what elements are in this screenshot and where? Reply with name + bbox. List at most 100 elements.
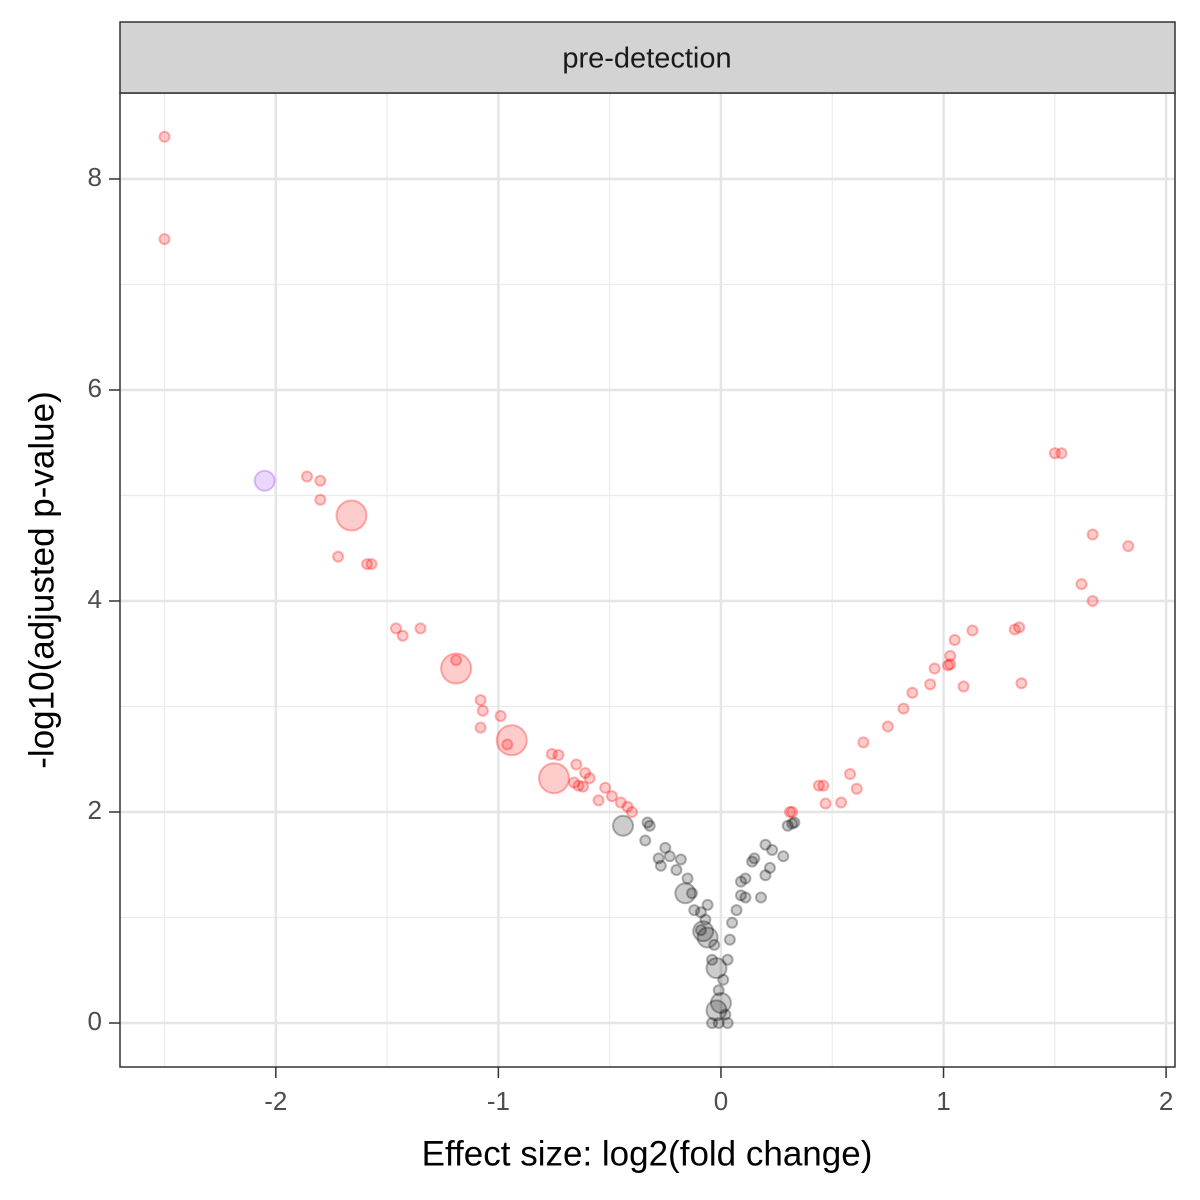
point bbox=[692, 920, 715, 943]
point bbox=[850, 782, 863, 795]
point bbox=[1013, 621, 1026, 634]
y-tick-label: 6 bbox=[88, 373, 102, 403]
point bbox=[924, 678, 937, 691]
y-tick-label: 4 bbox=[88, 584, 102, 614]
point bbox=[748, 852, 761, 865]
point bbox=[734, 889, 747, 902]
point bbox=[552, 749, 565, 762]
point bbox=[396, 629, 409, 642]
point bbox=[625, 806, 638, 819]
point bbox=[501, 738, 514, 751]
point bbox=[759, 838, 772, 851]
point bbox=[670, 864, 683, 877]
point bbox=[674, 882, 697, 905]
point bbox=[659, 841, 672, 854]
point bbox=[734, 875, 747, 888]
point bbox=[300, 470, 313, 483]
point bbox=[739, 891, 752, 904]
point bbox=[1048, 447, 1061, 460]
point bbox=[812, 779, 825, 792]
point bbox=[694, 906, 707, 919]
point bbox=[1086, 528, 1099, 541]
point bbox=[706, 953, 719, 966]
point bbox=[450, 654, 463, 667]
y-tick-label: 2 bbox=[88, 795, 102, 825]
point bbox=[857, 736, 870, 749]
point bbox=[545, 747, 558, 760]
point bbox=[788, 816, 801, 829]
point bbox=[314, 474, 327, 487]
x-axis-title: Effect size: log2(fold change) bbox=[422, 1134, 873, 1173]
point bbox=[681, 872, 694, 885]
point bbox=[1122, 540, 1135, 553]
point bbox=[158, 130, 171, 143]
point bbox=[746, 855, 759, 868]
point bbox=[759, 869, 772, 882]
point bbox=[652, 852, 665, 865]
x-tick-label: 2 bbox=[1159, 1086, 1173, 1116]
point bbox=[696, 926, 719, 949]
y-tick-label: 8 bbox=[88, 162, 102, 192]
point bbox=[694, 924, 707, 937]
grid bbox=[120, 93, 1175, 1067]
point bbox=[730, 904, 743, 917]
point bbox=[641, 816, 654, 829]
point bbox=[654, 859, 667, 872]
x-tick-label: 1 bbox=[936, 1086, 950, 1116]
point bbox=[1055, 447, 1068, 460]
points bbox=[158, 130, 1135, 1030]
point bbox=[966, 624, 979, 637]
point bbox=[712, 984, 725, 997]
point bbox=[705, 999, 728, 1022]
point bbox=[726, 916, 739, 929]
point bbox=[712, 1017, 725, 1030]
point bbox=[721, 1017, 734, 1030]
point bbox=[897, 702, 910, 715]
point bbox=[786, 806, 799, 819]
point bbox=[763, 861, 776, 874]
point bbox=[365, 558, 378, 571]
point bbox=[819, 797, 832, 810]
point bbox=[592, 794, 605, 807]
point bbox=[944, 658, 957, 671]
point bbox=[699, 913, 712, 926]
point bbox=[614, 796, 627, 809]
point bbox=[612, 814, 635, 837]
point bbox=[755, 891, 768, 904]
point bbox=[941, 659, 954, 672]
point bbox=[643, 819, 656, 832]
point bbox=[494, 709, 507, 722]
point bbox=[721, 953, 734, 966]
point bbox=[576, 780, 589, 793]
point bbox=[663, 850, 676, 863]
point bbox=[777, 850, 790, 863]
point bbox=[476, 704, 489, 717]
point bbox=[844, 768, 857, 781]
point bbox=[701, 898, 714, 911]
x-tick-label: -2 bbox=[264, 1086, 287, 1116]
facet-strip bbox=[119, 21, 1176, 94]
point bbox=[1075, 578, 1088, 591]
point bbox=[1086, 594, 1099, 607]
point bbox=[906, 686, 919, 699]
point bbox=[389, 622, 402, 635]
point bbox=[605, 790, 618, 803]
point bbox=[723, 933, 736, 946]
point bbox=[739, 872, 752, 885]
point bbox=[705, 957, 728, 980]
point bbox=[474, 694, 487, 707]
point bbox=[688, 904, 701, 917]
point bbox=[674, 853, 687, 866]
point bbox=[1015, 677, 1028, 690]
point bbox=[786, 817, 799, 830]
point bbox=[361, 558, 374, 571]
point bbox=[928, 662, 941, 675]
point bbox=[881, 720, 894, 733]
point bbox=[639, 834, 652, 847]
point bbox=[568, 776, 581, 789]
point bbox=[835, 796, 848, 809]
point bbox=[474, 721, 487, 734]
point bbox=[332, 550, 345, 563]
point bbox=[570, 758, 583, 771]
point bbox=[817, 779, 830, 792]
